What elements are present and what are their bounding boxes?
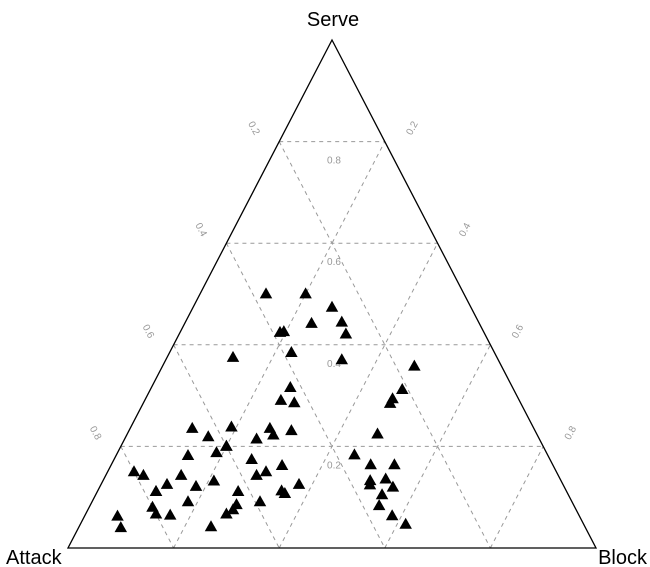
data-point: [250, 468, 263, 480]
data-point: [285, 424, 298, 436]
data-point: [185, 421, 199, 433]
grid-line-block: [489, 446, 544, 549]
data-point: [207, 474, 221, 486]
data-point: [372, 499, 386, 511]
data-point: [225, 420, 238, 432]
data-point: [363, 474, 377, 486]
data-point: [275, 459, 289, 471]
tick-label-serve: 0.8: [327, 156, 341, 167]
data-point: [339, 327, 353, 339]
data-point: [267, 428, 280, 440]
data-point: [364, 458, 377, 470]
triangle-outline: [66, 38, 598, 549]
data-point: [181, 449, 195, 461]
data-point: [399, 517, 412, 529]
tick-label-attack: 0.2: [245, 120, 261, 138]
tick-label-attack: 0.8: [87, 425, 103, 443]
data-point: [348, 448, 361, 460]
data-point: [220, 439, 233, 451]
data-point: [189, 479, 203, 491]
data-point: [383, 396, 397, 408]
data-point: [335, 353, 349, 365]
data-point: [371, 427, 384, 439]
data-point: [253, 495, 267, 507]
triangle-frame: [66, 38, 598, 549]
data-point: [375, 488, 389, 500]
grid-line-block: [384, 344, 491, 549]
tick-label-serve: 0.4: [327, 359, 341, 370]
data-point: [226, 350, 240, 362]
data-point: [388, 458, 401, 470]
data-points: [111, 287, 421, 533]
data-point: [114, 521, 128, 533]
data-point: [111, 509, 124, 521]
tick-label-block: 0.2: [404, 119, 420, 137]
data-point: [299, 287, 312, 299]
data-point: [230, 498, 243, 510]
tick-label-serve: 0.6: [327, 257, 341, 268]
data-point: [386, 480, 400, 492]
data-point: [220, 507, 233, 519]
vertex-label-attack: Attack: [6, 547, 63, 567]
data-point: [278, 486, 292, 498]
data-point: [149, 484, 163, 496]
data-point: [292, 477, 306, 489]
vertex-label-block: Block: [598, 547, 648, 567]
data-point: [250, 432, 263, 444]
data-point: [149, 507, 163, 519]
data-point: [146, 500, 159, 512]
tick-label-attack: 0.4: [192, 221, 208, 239]
data-point: [395, 382, 409, 394]
data-point: [379, 472, 392, 484]
data-point: [181, 495, 195, 507]
data-point: [245, 453, 258, 465]
data-point: [273, 325, 287, 337]
data-point: [202, 430, 215, 442]
data-point: [127, 465, 141, 477]
data-point: [160, 477, 174, 489]
data-point: [285, 346, 298, 358]
grid-lines: [120, 141, 544, 549]
data-point: [274, 393, 288, 405]
grid-line-attack: [120, 446, 175, 549]
data-point: [163, 508, 177, 520]
tick-label-block: 0.6: [510, 323, 526, 341]
data-point: [204, 520, 218, 532]
data-point: [210, 446, 223, 458]
vertex-label-serve: Serve: [307, 9, 359, 31]
data-point: [284, 380, 297, 392]
data-point: [137, 468, 150, 480]
data-point: [259, 287, 273, 299]
data-point: [288, 396, 301, 408]
tick-label-block: 0.8: [563, 424, 579, 442]
data-point: [259, 465, 273, 477]
tick-label-block: 0.4: [457, 221, 473, 239]
data-point: [335, 315, 349, 327]
data-point: [174, 468, 188, 480]
data-point: [385, 509, 399, 521]
tick-label-attack: 0.6: [140, 323, 156, 341]
data-point: [305, 316, 318, 328]
tick-label-serve: 0.2: [327, 460, 341, 471]
data-point: [408, 359, 421, 371]
grid-line-attack: [225, 242, 386, 549]
grid-line-block: [278, 242, 439, 549]
data-point: [231, 484, 245, 496]
data-point: [325, 300, 339, 312]
tick-labels: 0.2 0.2 0.2 0.4 0.4 0.4 0.6 0.6 0.6 0.8 0.8 0.8: [87, 119, 579, 471]
